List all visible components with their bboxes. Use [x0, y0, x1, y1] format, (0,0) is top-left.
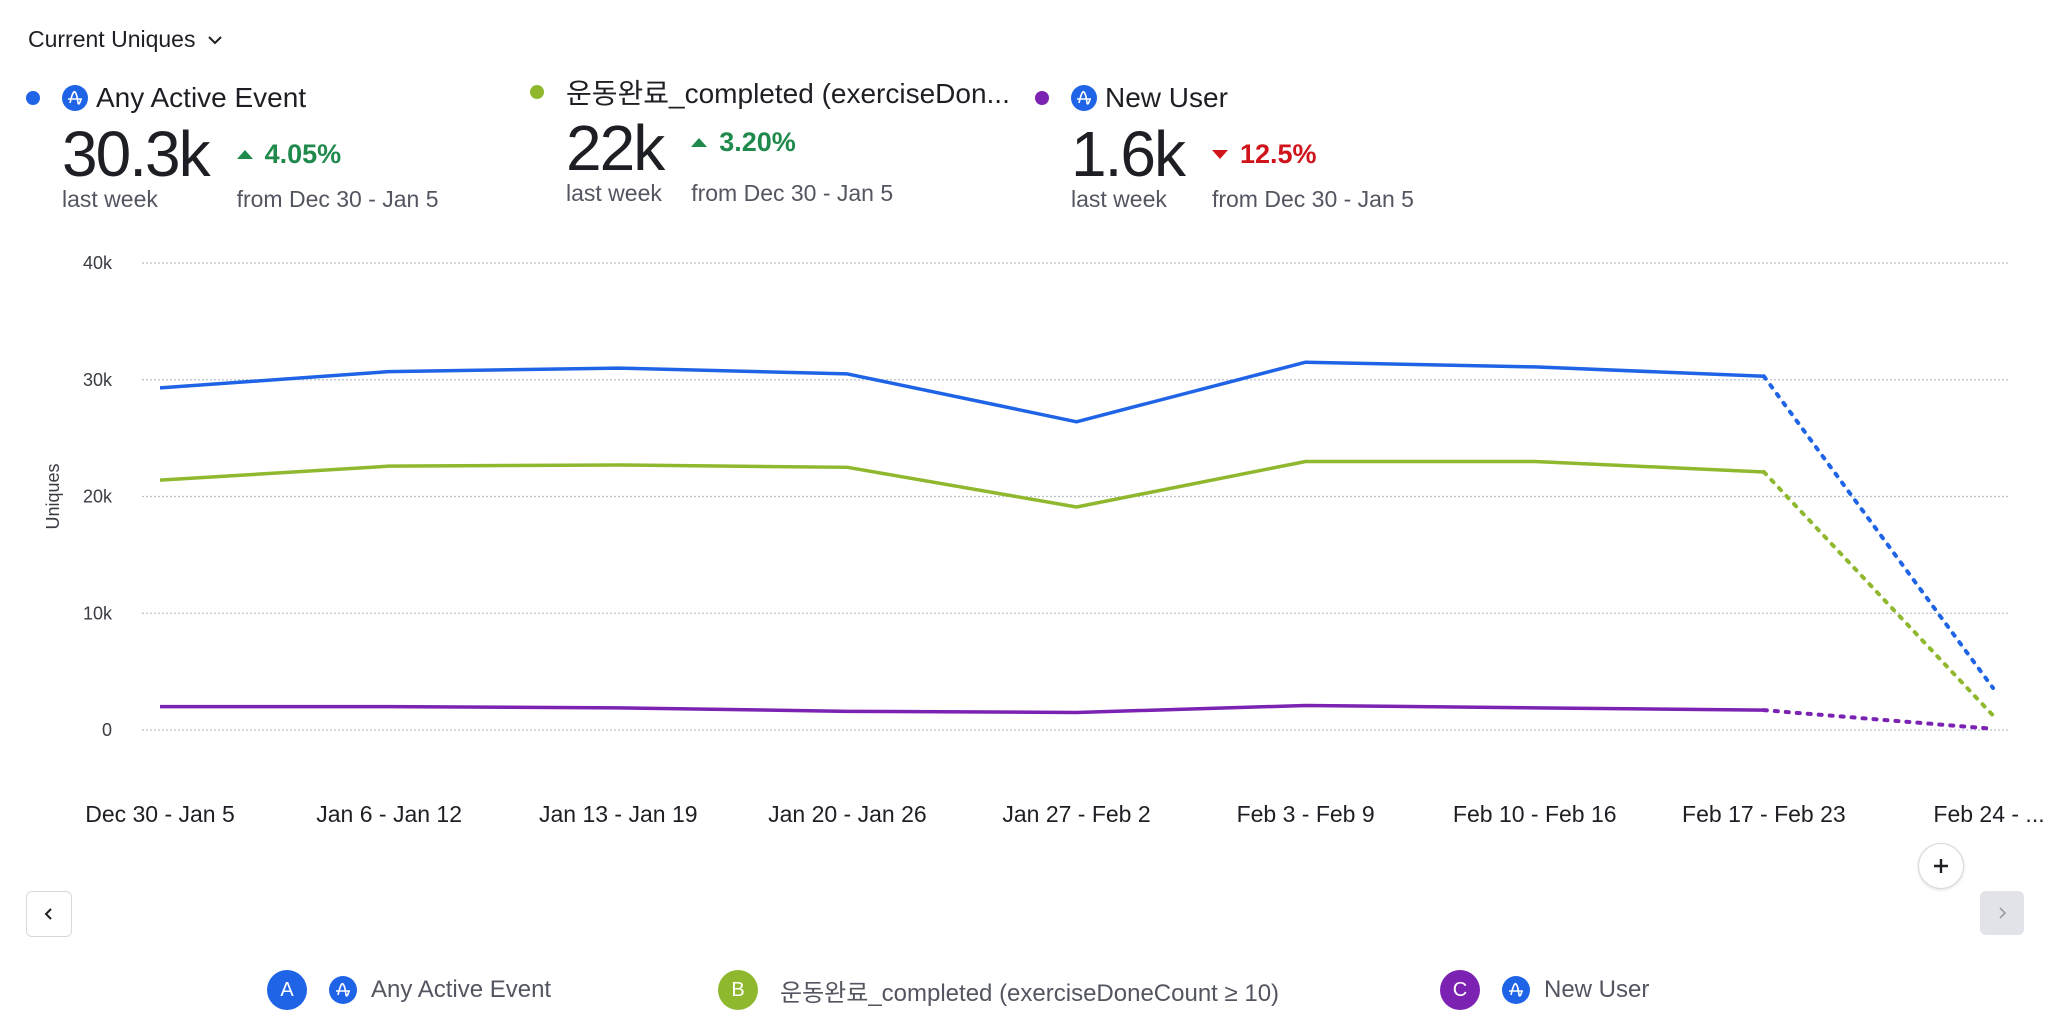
- series-line-incomplete: [1761, 469, 1995, 718]
- series-line-completed-exercisedonecount-10[interactable]: [159, 459, 1764, 509]
- metric-title: Any Active Event: [96, 82, 307, 113]
- metric-comparison: from Dec 30 - Jan 5: [1211, 186, 1414, 212]
- metric-title: New User: [1105, 82, 1228, 113]
- y-tick-label: 20k: [83, 487, 113, 507]
- y-axis-label: Uniques: [43, 463, 63, 529]
- data-point[interactable]: [612, 702, 624, 714]
- data-point[interactable]: [1987, 709, 1999, 721]
- amplitude-logo-icon: [1071, 85, 1097, 111]
- series-line-new-user[interactable]: [160, 703, 1764, 715]
- series-color-dot: [1035, 91, 1049, 105]
- data-point[interactable]: [1758, 704, 1770, 716]
- x-tick-label: Feb 3 - Feb 9: [1237, 801, 1375, 827]
- amplitude-logo-icon: [329, 976, 357, 1004]
- metric-selector-label: Current Uniques: [28, 26, 196, 52]
- data-point[interactable]: [1987, 723, 1999, 735]
- metric-comparison: from Dec 30 - Jan 5: [236, 186, 439, 212]
- data-point[interactable]: [1300, 356, 1312, 368]
- metric-change-value: 12.5%: [1239, 139, 1317, 169]
- metric-card-new-user: New User 1.6k last week 12.5% from Dec 3…: [1035, 78, 1414, 213]
- data-point[interactable]: [841, 461, 853, 473]
- data-point[interactable]: [154, 474, 166, 486]
- plus-icon: [1934, 859, 1948, 873]
- previous-page-button[interactable]: [26, 891, 72, 937]
- metric-value-caption: last week: [62, 186, 158, 212]
- x-tick-label: Feb 10 - Feb 16: [1453, 801, 1617, 827]
- series-line-any-active-event[interactable]: [159, 360, 1764, 424]
- data-point[interactable]: [1987, 682, 1999, 694]
- data-point[interactable]: [1300, 455, 1312, 467]
- x-tick-label: Jan 13 - Jan 19: [539, 801, 698, 827]
- data-point[interactable]: [1529, 361, 1541, 373]
- data-point[interactable]: [383, 460, 395, 472]
- x-tick-label: Feb 24 - ...: [1933, 801, 2044, 827]
- x-tick-label: Jan 20 - Jan 26: [768, 801, 927, 827]
- line-chart: 0 10k 20k 30k 40k Uniques Dec 30 - Jan 5 Jan …: [43, 253, 2045, 827]
- data-point[interactable]: [1300, 699, 1312, 711]
- data-point[interactable]: [612, 459, 624, 471]
- series-letter-badge: B: [718, 970, 758, 1010]
- metric-change: 12.5%: [1211, 118, 1414, 190]
- legend-label: New User: [1544, 976, 1650, 1003]
- metric-card-any-active-event: Any Active Event 30.3k last week 4.05% f…: [26, 78, 439, 213]
- metric-comparison: from Dec 30 - Jan 5: [691, 180, 894, 206]
- legend-item-a[interactable]: A Any Active Event: [267, 970, 551, 1010]
- chevron-left-icon: [44, 908, 52, 920]
- x-tick-label: Feb 17 - Feb 23: [1682, 801, 1846, 827]
- data-point[interactable]: [612, 362, 624, 374]
- data-point[interactable]: [1758, 370, 1770, 382]
- series-line-incomplete: [1761, 708, 1995, 731]
- y-tick-label: 0: [102, 720, 112, 740]
- metric-change: 4.05%: [236, 118, 439, 190]
- data-point[interactable]: [383, 366, 395, 378]
- trend-down-icon: [1211, 149, 1228, 159]
- data-point[interactable]: [1071, 501, 1083, 513]
- data-point[interactable]: [1071, 416, 1083, 428]
- data-point[interactable]: [1529, 702, 1541, 714]
- add-annotation-button[interactable]: [1918, 843, 1964, 889]
- chevron-down-icon: [208, 35, 223, 44]
- legend-label: Any Active Event: [371, 976, 552, 1003]
- series-color-dot: [26, 91, 40, 105]
- data-point[interactable]: [383, 701, 395, 713]
- metric-value: 30.3k: [62, 118, 211, 190]
- amplitude-logo-icon: [1502, 976, 1530, 1004]
- series-color-dot: [530, 85, 544, 99]
- legend-item-b[interactable]: B 운동완료_completed (exerciseDoneCount ≥ 10…: [718, 970, 1279, 1010]
- series-letter-badge: C: [1440, 970, 1480, 1010]
- metric-value: 22k: [566, 112, 665, 184]
- metric-title: 운동완료_completed (exerciseDon...: [566, 78, 1010, 109]
- data-point[interactable]: [1758, 466, 1770, 478]
- legend-label: 운동완료_completed (exerciseDoneCount ≥ 10): [780, 979, 1280, 1007]
- metric-value: 1.6k: [1071, 118, 1186, 190]
- data-point[interactable]: [1071, 706, 1083, 718]
- data-point[interactable]: [841, 368, 853, 380]
- data-point[interactable]: [1529, 455, 1541, 467]
- series-letter-badge: A: [267, 970, 307, 1010]
- data-point[interactable]: [841, 705, 853, 717]
- metric-selector[interactable]: Current Uniques: [28, 26, 225, 53]
- metric-value-caption: last week: [1071, 186, 1167, 212]
- metric-value-caption: last week: [566, 180, 662, 206]
- x-tick-label: Jan 27 - Feb 2: [1002, 801, 1150, 827]
- x-tick-label: Jan 6 - Jan 12: [316, 801, 462, 827]
- chevron-right-icon: [1999, 907, 2007, 919]
- legend-item-c[interactable]: C New User: [1440, 970, 1649, 1010]
- metric-change-value: 4.05%: [264, 139, 342, 169]
- next-page-button[interactable]: [1980, 891, 2024, 935]
- y-tick-label: 40k: [83, 253, 113, 273]
- metric-change-value: 3.20%: [719, 127, 796, 157]
- trend-up-icon: [236, 149, 253, 159]
- trend-up-icon: [691, 137, 708, 147]
- data-point[interactable]: [154, 382, 166, 394]
- x-tick-label: Dec 30 - Jan 5: [85, 801, 235, 827]
- y-tick-label: 30k: [83, 370, 113, 390]
- y-tick-label: 10k: [83, 603, 113, 623]
- amplitude-logo-icon: [62, 85, 88, 111]
- metric-card-exercise-completed: 운동완료_completed (exerciseDon... 22k last …: [530, 72, 1010, 207]
- series-line-incomplete: [1761, 374, 1995, 690]
- metric-change: 3.20%: [691, 112, 893, 172]
- data-point[interactable]: [154, 701, 166, 713]
